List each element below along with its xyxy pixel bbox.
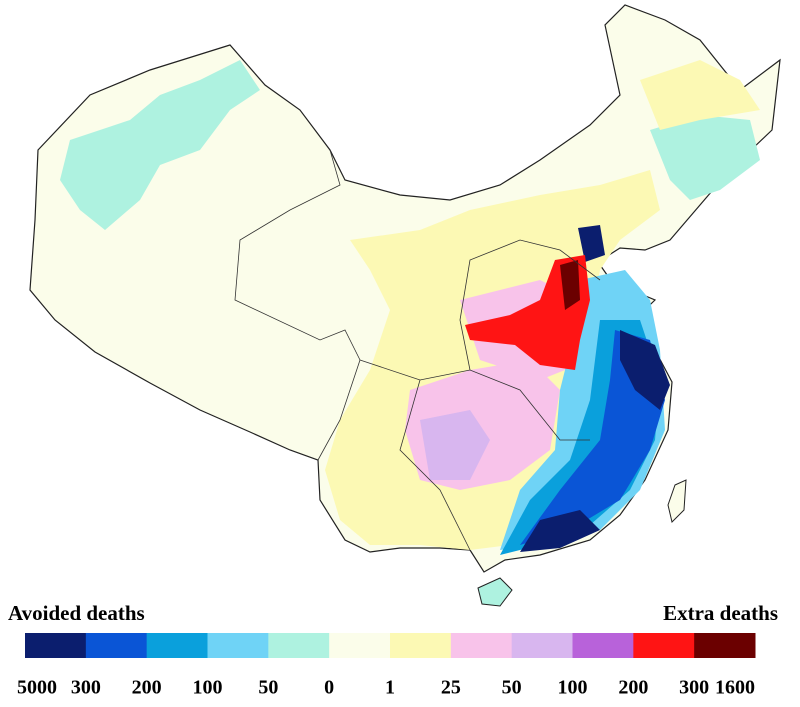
- legend-label: 50: [502, 677, 522, 699]
- island-shape: [667, 479, 687, 523]
- island-shape: [477, 577, 513, 607]
- china-map: [29, 4, 781, 607]
- region-shading: [520, 510, 600, 552]
- legend-swatch: [633, 633, 695, 658]
- legend-swatch: [511, 633, 573, 658]
- legend-label: 100: [558, 677, 588, 699]
- region-shading: [560, 260, 580, 310]
- region-shading: [465, 255, 590, 370]
- legend-swatch: [390, 633, 452, 658]
- legend: 5000 300 200 100 50 0 1 25 50 100 200 300 1600: [17, 633, 756, 699]
- legend-label: 300: [679, 677, 709, 699]
- legend-swatch: [25, 633, 87, 658]
- region-shading: [420, 410, 490, 480]
- legend-swatch: [694, 633, 756, 658]
- legend-swatch: [450, 633, 513, 658]
- legend-label: 50: [258, 677, 278, 699]
- legend-swatch: [85, 633, 148, 658]
- region-shading: [640, 60, 760, 130]
- legend-swatch: [572, 633, 634, 658]
- region-shading: [60, 60, 260, 230]
- legend-label: 200: [618, 677, 648, 699]
- legend-title-right: Extra deaths: [663, 601, 778, 625]
- legend-label: 1: [385, 677, 395, 699]
- province-border: [234, 149, 361, 461]
- legend-label: 1600: [715, 677, 755, 699]
- region-shading: [650, 115, 760, 200]
- legend-label: 300: [71, 677, 101, 699]
- legend-swatch: [329, 633, 391, 658]
- province-border: [399, 379, 471, 551]
- region-shading: [520, 330, 665, 545]
- legend-swatch: [268, 633, 330, 658]
- legend-label: 100: [193, 677, 223, 699]
- legend-label: 25: [441, 677, 461, 699]
- legend-label: 0: [324, 677, 334, 699]
- province-border: [459, 239, 601, 371]
- legend-swatch: [207, 633, 269, 658]
- legend-label: 200: [132, 677, 162, 699]
- legend-swatch: [146, 633, 208, 658]
- legend-title-left: Avoided deaths: [8, 601, 145, 625]
- region-shading: [620, 330, 670, 410]
- legend-label: 5000: [17, 677, 57, 699]
- province-border: [359, 359, 590, 441]
- region-shading: [578, 225, 605, 262]
